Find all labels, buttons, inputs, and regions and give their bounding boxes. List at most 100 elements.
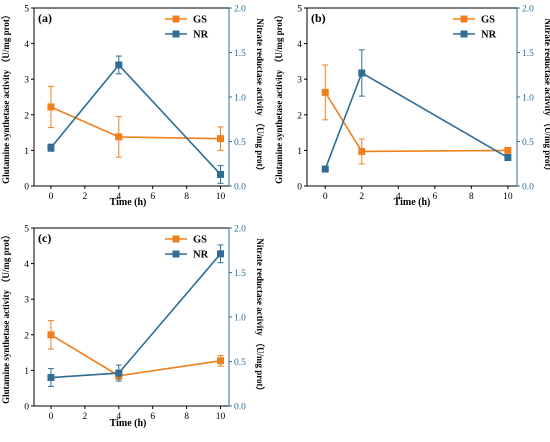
left-tick-label: 5 xyxy=(24,225,29,235)
data-point-gs xyxy=(504,146,512,154)
right-tick-label: 0.0 xyxy=(234,183,246,193)
x-tick-label: 10 xyxy=(216,412,226,422)
data-point-gs xyxy=(217,135,225,143)
left-tick-label: 2 xyxy=(297,111,302,121)
right-tick-label: 1.0 xyxy=(234,94,246,104)
x-tick-label: 2 xyxy=(82,412,87,422)
series-line-nr xyxy=(324,71,509,170)
right-axis-title: Nitrate reductase activity （U/mg prot） xyxy=(543,18,550,175)
left-tick-label: 4 xyxy=(297,40,302,50)
left-tick-label: 4 xyxy=(24,40,29,50)
right-tick-label: 2.0 xyxy=(234,225,246,235)
right-axis-title: Nitrate reductase activity （U/mg prot） xyxy=(255,18,265,175)
right-tick-label: 1.0 xyxy=(234,314,246,324)
legend-label-nr: NR xyxy=(193,30,209,41)
data-point-nr xyxy=(47,374,55,382)
x-tick-label: 10 xyxy=(216,192,226,202)
right-tick-label: 2.0 xyxy=(522,5,534,15)
left-axis-title: Glutamine synthetase activity （U/mg prot… xyxy=(1,230,11,404)
legend-marker-nr xyxy=(460,30,468,38)
left-tick-label: 3 xyxy=(24,296,29,306)
panel-label: (b) xyxy=(311,11,326,25)
right-tick-label: 2.0 xyxy=(234,5,246,15)
left-tick-label: 1 xyxy=(24,367,29,377)
data-point-gs xyxy=(217,357,225,365)
legend-marker-nr xyxy=(172,30,180,38)
data-point-nr xyxy=(321,165,329,173)
right-axis-title: Nitrate reductase activity （U/mg prot） xyxy=(255,238,265,395)
left-tick-label: 3 xyxy=(297,76,302,86)
series-line-nr xyxy=(50,63,222,175)
data-point-gs xyxy=(321,88,329,96)
x-tick-label: 2 xyxy=(82,192,87,202)
x-tick-label: 4 xyxy=(116,412,121,422)
legend-marker-gs xyxy=(460,15,468,23)
data-point-gs xyxy=(358,147,366,155)
legend-marker-nr xyxy=(172,250,180,258)
data-point-nr xyxy=(358,69,366,77)
series-line-nr xyxy=(50,253,222,379)
data-point-nr xyxy=(504,154,512,162)
left-tick-label: 0 xyxy=(24,183,29,193)
right-tick-label: 0.5 xyxy=(522,138,534,148)
right-tick-label: 0.5 xyxy=(234,138,246,148)
x-tick-label: 8 xyxy=(184,192,189,202)
legend-label-gs: GS xyxy=(193,15,207,26)
data-point-nr xyxy=(217,250,225,258)
data-point-gs xyxy=(47,331,55,339)
legend-marker-gs xyxy=(172,15,180,23)
left-tick-label: 2 xyxy=(24,331,29,341)
left-tick-label: 5 xyxy=(297,5,302,15)
right-tick-label: 1.0 xyxy=(522,94,534,104)
left-tick-label: 2 xyxy=(24,111,29,121)
left-tick-label: 1 xyxy=(24,147,29,157)
x-tick-label: 2 xyxy=(359,192,364,202)
data-point-gs xyxy=(47,103,55,111)
right-tick-label: 0.5 xyxy=(234,358,246,368)
x-tick-label: 0 xyxy=(49,412,54,422)
x-axis-title: Time (h) xyxy=(394,197,431,208)
x-tick-label: 8 xyxy=(184,412,189,422)
panel-label: (c) xyxy=(38,231,51,245)
right-tick-label: 0.0 xyxy=(522,183,534,193)
x-tick-label: 6 xyxy=(150,192,155,202)
legend-label-gs: GS xyxy=(481,15,495,26)
data-point-gs xyxy=(115,133,123,141)
legend-label-gs: GS xyxy=(193,235,207,246)
series-line-gs xyxy=(50,106,221,140)
data-point-nr xyxy=(47,144,55,152)
left-axis-title: Glutamine synthetase activity （U/mg prot… xyxy=(1,10,11,184)
data-point-nr xyxy=(115,369,123,377)
series-line-gs xyxy=(50,334,221,377)
legend-label-nr: NR xyxy=(481,30,497,41)
chart-panel-2: 0 2 4 6 8 10 0 1 2 3 4 5 0.0 0.5 1.0 1.5 2.0 Glutamine sy… xyxy=(274,5,550,209)
data-point-nr xyxy=(217,170,225,178)
x-tick-label: 4 xyxy=(116,192,121,202)
right-tick-label: 1.5 xyxy=(234,269,246,279)
left-tick-label: 0 xyxy=(297,183,302,193)
right-tick-label: 1.5 xyxy=(234,49,246,59)
series-line-gs xyxy=(324,91,508,153)
x-tick-label: 4 xyxy=(396,192,401,202)
chart-panel-1: 0 2 4 6 8 10 0 1 2 3 4 5 0.0 0.5 1.0 1.5 2.0 Glutamine sy… xyxy=(1,5,265,209)
x-tick-label: 0 xyxy=(49,192,54,202)
right-tick-label: 1.5 xyxy=(522,49,534,59)
x-tick-label: 8 xyxy=(469,192,474,202)
right-tick-label: 0.0 xyxy=(234,403,246,413)
left-tick-label: 0 xyxy=(24,403,29,413)
legend-label-nr: NR xyxy=(193,250,209,261)
x-axis-title: Time (h) xyxy=(110,197,147,208)
left-tick-label: 5 xyxy=(24,5,29,15)
chart-panel-3: 0 2 4 6 8 10 0 1 2 3 4 5 0.0 0.5 1.0 1.5 2.0 Glutamine sy… xyxy=(1,225,265,430)
x-tick-label: 0 xyxy=(323,192,328,202)
left-axis-title: Glutamine synthetase activity （U/mg prot… xyxy=(274,10,284,184)
data-point-nr xyxy=(115,61,123,69)
left-tick-label: 1 xyxy=(297,147,302,157)
left-tick-label: 4 xyxy=(24,260,29,270)
x-tick-label: 10 xyxy=(503,192,513,202)
x-tick-label: 6 xyxy=(150,412,155,422)
x-tick-label: 6 xyxy=(432,192,437,202)
left-tick-label: 3 xyxy=(24,76,29,86)
legend-marker-gs xyxy=(172,235,180,243)
